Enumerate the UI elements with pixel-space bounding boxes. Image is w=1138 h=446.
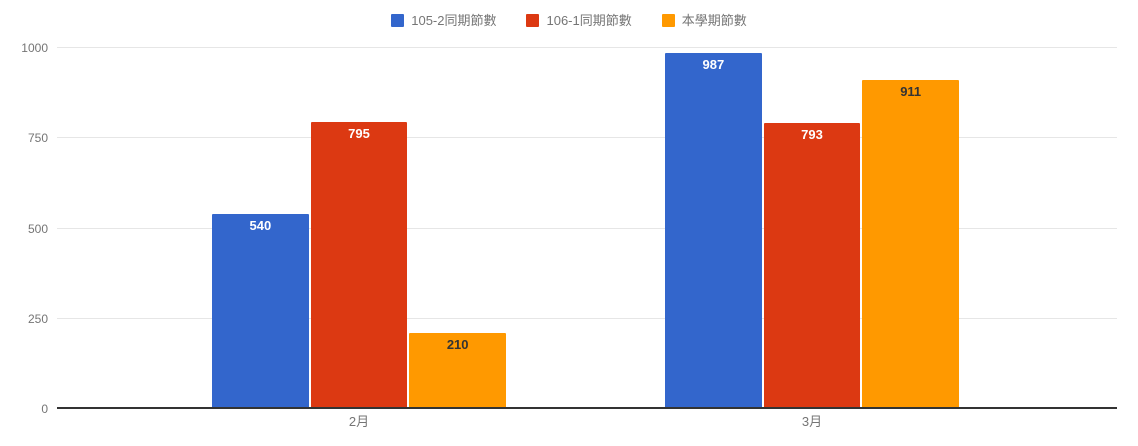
bar-value-label: 795	[348, 126, 370, 142]
bar-value-label: 987	[702, 56, 725, 72]
plot-area: 540 795 210 2月 987 793 911 3月	[57, 47, 1117, 428]
chart-legend: 105-2同期節數 106-1同期節數 本學期節數	[0, 14, 1138, 27]
y-axis-tick-label: 1000	[21, 41, 48, 55]
bar[interactable]: 210	[409, 333, 507, 409]
gridline	[57, 47, 1117, 48]
x-axis-category-label: 3月	[801, 414, 823, 429]
legend-item[interactable]: 106-1同期節數	[526, 13, 632, 28]
bar-value-label: 540	[249, 218, 272, 234]
legend-swatch-icon	[526, 14, 540, 27]
x-axis-baseline	[57, 407, 1117, 409]
gridline	[57, 317, 1117, 319]
legend-item-label: 106-1同期節數	[546, 13, 632, 28]
bar[interactable]: 911	[862, 80, 960, 409]
bar[interactable]: 793	[763, 122, 861, 409]
y-axis-tick-label: 500	[27, 221, 48, 236]
bar[interactable]: 987	[665, 52, 762, 409]
legend-item-label: 本學期節數	[681, 13, 747, 28]
gridline	[57, 227, 1117, 229]
y-axis-tick-label: 750	[27, 131, 48, 146]
legend-item[interactable]: 本學期節數	[661, 13, 747, 28]
bar-group: 987 793 911 3月	[665, 48, 960, 428]
gridline	[57, 137, 1117, 139]
legend-swatch-icon	[391, 14, 405, 27]
bar-value-label: 793	[801, 126, 823, 142]
bar[interactable]: 540	[212, 214, 309, 409]
y-axis-tick-label: 250	[27, 311, 48, 326]
bar-group: 540 795 210 2月	[212, 48, 507, 428]
legend-item-label: 105-2同期節數	[411, 13, 497, 28]
bar-value-label: 210	[446, 337, 469, 353]
legend-swatch-icon	[661, 14, 675, 27]
bar[interactable]: 795	[310, 122, 408, 409]
bar-value-label: 911	[900, 84, 922, 100]
y-axis-tick-label: 0	[41, 402, 48, 416]
legend-item[interactable]: 105-2同期節數	[391, 14, 496, 27]
x-axis-category-label: 2月	[348, 414, 370, 429]
